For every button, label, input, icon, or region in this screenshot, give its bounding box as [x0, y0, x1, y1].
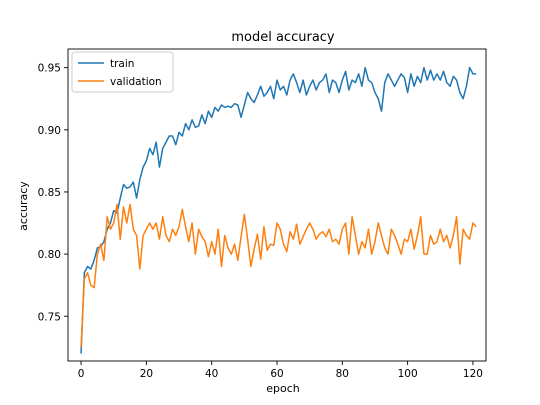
- x-tick-label: 0: [78, 368, 85, 380]
- y-tick-label: 0.75: [38, 311, 61, 323]
- axes-layer: 0 20 40 60 80 100 120 0.75 0.80 0.85 0.90 0.95: [38, 48, 487, 380]
- y-tick-label: 0.80: [38, 249, 61, 261]
- x-tick-label: 20: [140, 368, 153, 380]
- x-tick-label: 80: [336, 368, 349, 380]
- series-line-validation: [80, 203, 477, 348]
- chart-title: model accuracy: [231, 30, 335, 45]
- y-axis-title: accuracy: [17, 181, 30, 231]
- y-tick-label: 0.95: [38, 63, 61, 75]
- x-axis-title: epoch: [266, 382, 300, 395]
- legend-label-train: train: [110, 58, 134, 70]
- plot-area: 0 20 40 60 80 100 120 0.75 0.80 0.85 0.90 0.95: [38, 48, 487, 380]
- y-tick-label: 0.85: [38, 187, 61, 199]
- plot-background: [68, 49, 486, 361]
- series-layer: [80, 66, 477, 354]
- y-tick-label: 0.90: [38, 125, 61, 137]
- x-tick-label: 60: [270, 368, 283, 380]
- x-tick-label: 100: [398, 368, 418, 380]
- legend: train validation: [71, 51, 174, 93]
- x-tick-label: 40: [205, 368, 218, 380]
- series-line-train: [80, 66, 477, 354]
- x-tick-label: 120: [463, 368, 483, 380]
- legend-label-validation: validation: [110, 76, 162, 88]
- legend-box: [71, 51, 174, 93]
